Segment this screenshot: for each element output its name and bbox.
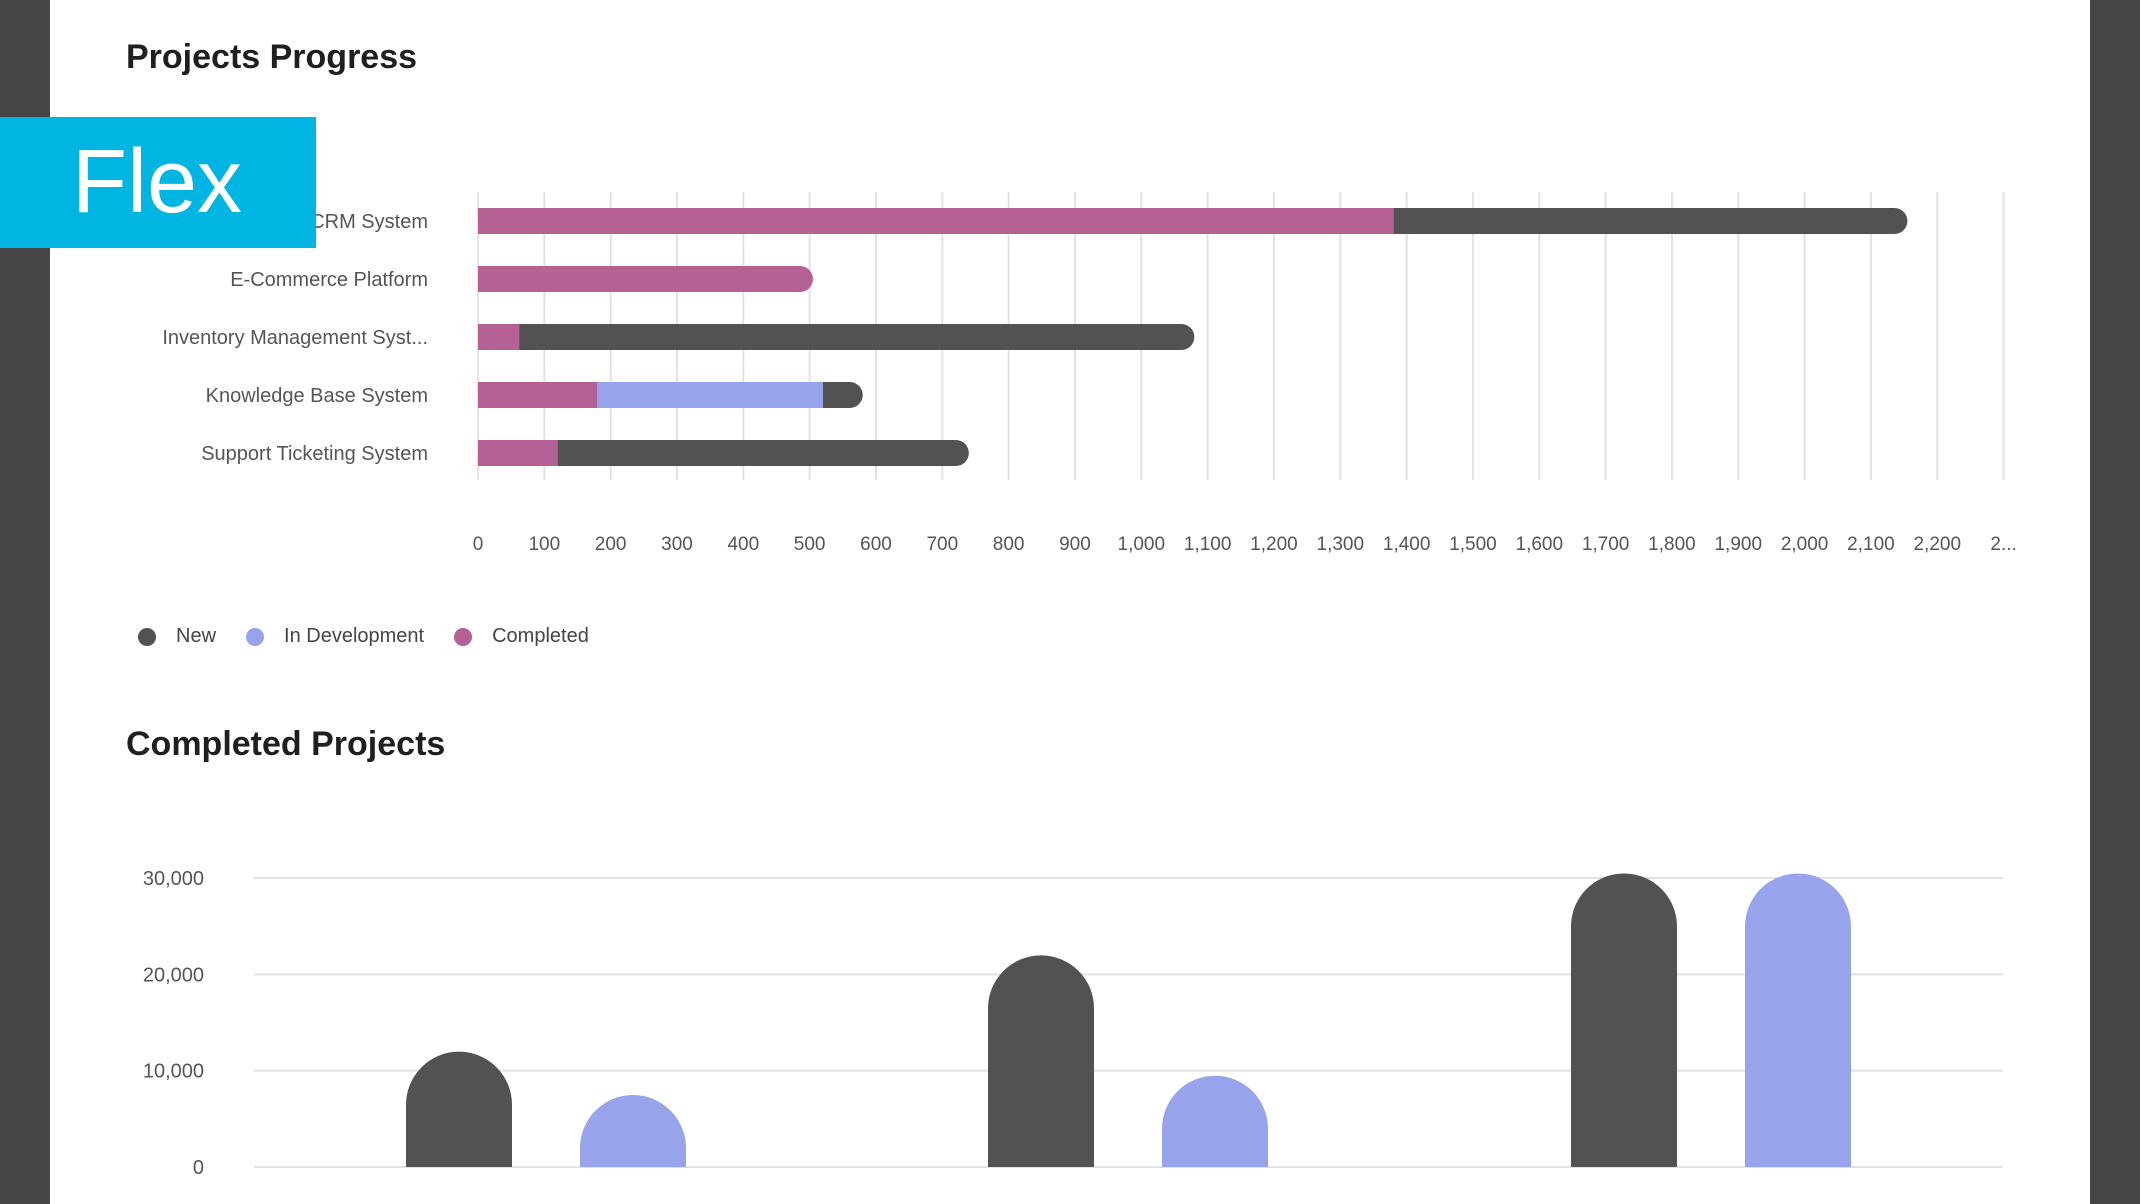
x-tick-label: 300 (661, 534, 693, 555)
column-bar (1745, 873, 1851, 1167)
bar-segment-completed (478, 266, 813, 292)
x-tick-label: 1,700 (1582, 534, 1630, 555)
x-tick-label: 2,000 (1781, 534, 1829, 555)
bar-segment-new (557, 440, 969, 466)
legend-dot-icon (138, 627, 156, 646)
x-tick-label: 900 (1059, 534, 1091, 555)
column-bar (406, 1051, 512, 1167)
y-category-label: E-Commerce Platform (230, 269, 428, 291)
x-tick-label: 1,200 (1250, 534, 1298, 555)
x-tick-label: 1,800 (1648, 534, 1696, 555)
x-tick-label: 200 (595, 534, 627, 555)
y-tick-label: 20,000 (143, 964, 204, 986)
x-tick-label: 1,500 (1449, 534, 1497, 555)
column-bar (1162, 1075, 1268, 1167)
x-tick-label: 800 (993, 534, 1025, 555)
legend-label: In Development (284, 625, 425, 647)
flex-badge-label: Flex (72, 132, 243, 232)
legend-dot-icon (454, 627, 473, 646)
bar-segment-new (519, 324, 1195, 350)
x-tick-label: 600 (860, 534, 892, 555)
x-tick-label: 700 (926, 534, 958, 555)
x-tick-label: 1,600 (1516, 534, 1564, 555)
bar-segment-new (1393, 208, 1908, 234)
column-bar (1571, 873, 1677, 1167)
x-tick-label: 1,900 (1714, 534, 1762, 555)
bar-segment-completed (478, 382, 598, 408)
x-tick-label: 400 (727, 534, 759, 555)
x-tick-label: 0 (473, 534, 484, 555)
bar-segment-completed (478, 324, 520, 350)
completed-projects-title: Completed Projects (126, 725, 446, 763)
y-category-label: Knowledge Base System (206, 385, 428, 407)
flex-badge: Flex (0, 117, 316, 248)
y-tick-label: 0 (193, 1157, 204, 1179)
x-tick-label: 1,400 (1383, 534, 1431, 555)
projects-progress-chart: 0 100 200 300 400 500 600 700 800 900 1,000 1,100 1,… (162, 192, 2017, 555)
legend-dot-icon (246, 627, 265, 646)
y-tick-label: 30,000 (143, 868, 204, 890)
x-tick-label: 1,300 (1317, 534, 1365, 555)
x-tick-label: 2,200 (1913, 534, 1961, 555)
x-tick-label: 1,100 (1184, 534, 1232, 555)
legend-label: Completed (492, 625, 589, 647)
y-category-label: Inventory Management Syst... (162, 327, 428, 349)
legend-item: In Development (246, 625, 424, 648)
projects-progress-title: Projects Progress (126, 38, 418, 76)
legend-item: New (138, 625, 216, 648)
legend-label: New (176, 625, 217, 647)
bar-segment-completed (478, 440, 558, 466)
x-tick-label: 500 (794, 534, 826, 555)
bar-segment-in-development (597, 382, 823, 408)
x-tick-label: 100 (528, 534, 560, 555)
x-tick-label: 2,100 (1847, 534, 1895, 555)
x-tick-label: 1,000 (1118, 534, 1166, 555)
y-category-label: CRM System (310, 211, 428, 233)
y-tick-label: 10,000 (143, 1061, 204, 1083)
x-tick-label: 2... (1990, 534, 2016, 555)
bar-segment-completed (478, 208, 1394, 234)
column-bar (988, 955, 1094, 1167)
legend-item: Completed (454, 625, 589, 648)
column-bar (580, 1095, 686, 1167)
y-category-label: Support Ticketing System (201, 443, 428, 465)
chart-legend: New In Development Completed (138, 625, 619, 648)
bar-segment-new (822, 382, 863, 408)
